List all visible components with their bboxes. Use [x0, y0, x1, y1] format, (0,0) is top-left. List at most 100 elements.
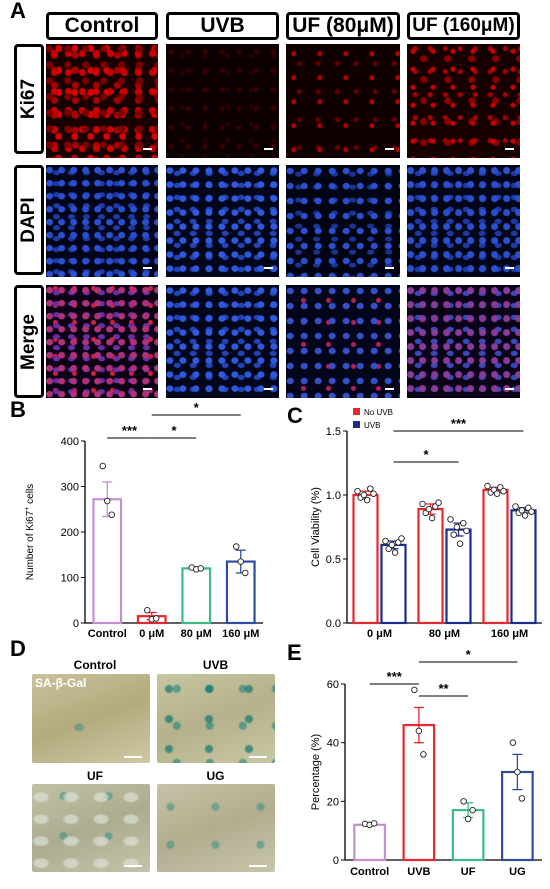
x-tick-label: 0 μM [139, 628, 164, 640]
y-tick-label: 1.5 [326, 426, 341, 438]
y-tick-label: 0 [73, 618, 79, 630]
bar [353, 823, 386, 862]
significance-mark: * [171, 423, 177, 438]
data-point [103, 497, 111, 505]
y-tick-label: 40 [327, 738, 339, 750]
data-point [415, 727, 423, 735]
image-title-uvb: UVB [202, 658, 229, 672]
scale-bar [124, 865, 142, 867]
scale-bar [385, 388, 394, 390]
micrograph-ki67-uf80 [286, 44, 400, 158]
micrograph-merge-control [46, 285, 158, 398]
y-tick-label: 300 [61, 482, 79, 494]
panel-a-letter: A [10, 0, 26, 23]
data-point [411, 686, 418, 694]
row-header-dapi: DAPI [14, 165, 44, 275]
y-axis-label-superscript: + [24, 507, 31, 511]
data-point [484, 482, 491, 490]
data-point [143, 607, 151, 614]
scale-bar [143, 388, 152, 390]
data-point [464, 815, 472, 823]
x-tick-label: 160 μM [222, 628, 259, 640]
y-tick-label: 20 [327, 796, 339, 808]
significance-mark: * [194, 400, 200, 415]
micrograph-dapi-control [46, 165, 158, 277]
scale-bar [505, 267, 514, 269]
data-point [99, 462, 106, 470]
micrograph-ki67-control [46, 44, 158, 158]
data-point [232, 543, 240, 550]
y-tick-label: 100 [61, 573, 79, 585]
data-point [360, 491, 368, 499]
brightfield-ug [157, 784, 275, 872]
y-axis-label-tail: cells [25, 484, 36, 507]
column-header-uf160: UF (160μM) [407, 12, 520, 40]
panel-b-letter: B [10, 397, 26, 422]
micrograph-dapi-uf160 [407, 165, 520, 277]
x-tick-label: 80 μM [429, 628, 460, 640]
brightfield-uvb [157, 674, 275, 763]
significance-mark: *** [451, 416, 467, 431]
column-header-uvb: UVB [166, 12, 279, 40]
scale-bar [249, 865, 267, 867]
bar [92, 498, 123, 625]
x-tick-label: UG [509, 866, 526, 878]
micrograph-dapi-uvb [166, 165, 279, 277]
data-point [108, 511, 115, 518]
scale-bar [385, 148, 394, 150]
data-point [241, 569, 249, 577]
data-point [197, 565, 204, 572]
data-point [469, 806, 476, 814]
chart-c: 0.0 0.5 1.0 1.5 Cell Viability (%) 0 μM 80 μM 1… [310, 408, 542, 640]
data-point [456, 540, 464, 547]
scale-bar [143, 148, 152, 150]
data-point [447, 516, 454, 523]
image-title-ug: UG [206, 769, 225, 783]
y-tick-label: 60 [327, 679, 339, 691]
bar [352, 493, 379, 625]
data-point [460, 798, 467, 805]
y-axis-label: Cell Viability (%) [310, 487, 322, 567]
x-tick-label: UVB [407, 866, 430, 878]
panel-c-letter: C [287, 403, 303, 428]
scale-bar [143, 267, 152, 269]
data-point [420, 751, 427, 758]
scale-bar [249, 756, 267, 758]
brightfield-uf [32, 784, 150, 872]
sa-beta-gal-label: SA-β-Gal [35, 676, 87, 690]
micrograph-ki67-uvb [166, 44, 279, 158]
data-point [453, 523, 461, 531]
row-header-ki67: Ki67 [14, 44, 44, 154]
data-point [152, 615, 160, 622]
brightfield-control: SA-β-Gal [32, 674, 150, 763]
significance-mark: * [423, 447, 429, 462]
bar [482, 488, 509, 625]
data-point [428, 514, 436, 522]
data-point [518, 507, 526, 514]
y-axis-label: Percentage (%) [310, 734, 322, 810]
micrograph-merge-uf80 [286, 285, 400, 398]
data-point [370, 490, 377, 497]
data-point [521, 512, 529, 519]
bar [181, 567, 212, 625]
data-point [528, 508, 535, 515]
data-point [509, 739, 517, 746]
significance-mark: *** [387, 669, 403, 684]
significance-mark: *** [122, 423, 138, 438]
data-point [514, 768, 521, 776]
y-tick-label: 0.5 [326, 554, 341, 566]
scale-bar [264, 267, 273, 269]
data-point [367, 485, 374, 492]
scale-bar [505, 148, 514, 150]
data-point [419, 500, 426, 508]
bar [380, 543, 407, 625]
column-header-uf80: UF (80μM) [286, 12, 400, 40]
scale-bar [124, 756, 142, 758]
data-point [450, 531, 457, 538]
data-point [460, 519, 467, 527]
legend-label: UVB [364, 421, 380, 430]
panel-d-letter: D [10, 636, 26, 661]
data-point [512, 503, 519, 510]
data-point [398, 535, 405, 542]
